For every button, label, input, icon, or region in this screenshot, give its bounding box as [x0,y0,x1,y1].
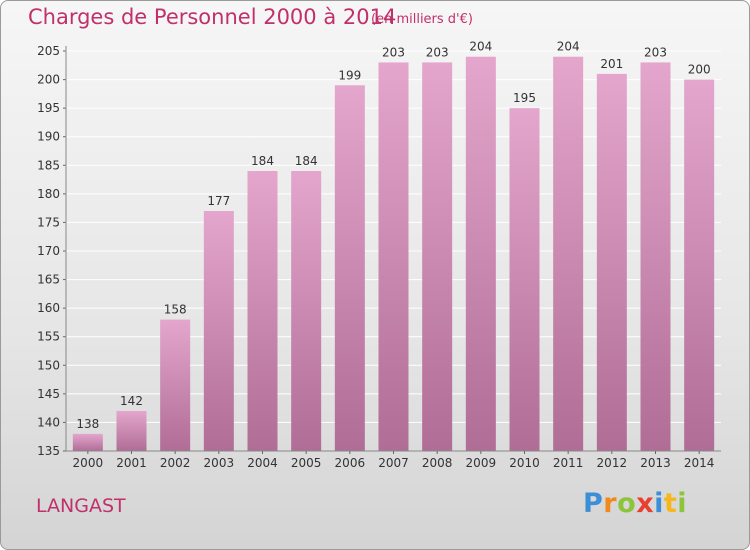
logo-letter: x [636,488,655,519]
commune-name: LANGAST [36,495,126,517]
y-tick-label: 190 [37,130,60,144]
y-tick-label: 195 [37,101,60,115]
y-tick-label: 165 [37,273,60,287]
bar [684,79,715,452]
x-tick-label: 2005 [291,456,322,470]
data-label: 203 [426,45,449,59]
chart-subtitle: (en milliers d'€) [371,12,473,27]
x-tick-label: 2006 [335,456,366,470]
bar [596,73,627,451]
logo-letter: r [603,488,618,519]
bar [291,171,322,451]
x-tick-label: 2002 [160,456,191,470]
bar [247,171,278,451]
x-tick-label: 2003 [204,456,235,470]
chart-title: Charges de Personnel 2000 à 2014 [28,5,397,29]
y-tick-label: 200 [37,73,60,87]
data-label: 184 [295,154,318,168]
data-label: 138 [76,417,99,431]
y-tick-label: 170 [37,244,60,258]
x-tick-label: 2007 [378,456,409,470]
x-tick-label: 2008 [422,456,453,470]
data-label: 195 [513,91,536,105]
x-tick-label: 2010 [509,456,540,470]
y-tick-label: 185 [37,158,60,172]
data-label: 177 [207,194,230,208]
y-tick-label: 180 [37,187,60,201]
logo-letter: t [663,488,678,519]
logo-letter: P [583,488,604,519]
bar [160,319,191,451]
proxiti-logo[interactable]: Proxiti [583,488,687,519]
y-tick-label: 175 [37,215,60,229]
data-label: 200 [688,63,711,77]
bar [422,62,453,452]
x-tick-label: 2004 [247,456,278,470]
data-label: 204 [557,40,580,54]
data-label: 203 [644,45,667,59]
bar [334,85,365,452]
bar [116,411,147,451]
data-label: 142 [120,394,143,408]
bar [72,433,103,451]
logo-letter: i [654,488,664,519]
logo-letter: o [617,488,637,519]
data-label: 199 [338,68,361,82]
bar [509,108,540,452]
x-tick-label: 2011 [553,456,584,470]
y-tick-label: 145 [37,387,60,401]
bar [203,211,234,451]
bar [465,56,496,451]
x-tick-label: 2001 [116,456,147,470]
logo-letter: i [677,488,688,519]
y-tick-label: 155 [37,330,60,344]
bar [378,62,409,452]
x-tick-label: 2009 [466,456,497,470]
y-tick-label: 150 [37,358,60,372]
x-tick-label: 2014 [684,456,715,470]
data-label: 201 [600,57,623,71]
y-tick-label: 140 [37,415,60,429]
y-tick-label: 205 [37,44,60,58]
data-label: 204 [469,40,492,54]
y-tick-label: 160 [37,301,60,315]
x-tick-label: 2000 [73,456,104,470]
x-tick-label: 2013 [640,456,671,470]
data-label: 184 [251,154,274,168]
bar [640,62,671,452]
data-label: 203 [382,45,405,59]
data-label: 158 [164,303,187,317]
y-tick-label: 135 [37,444,60,458]
bar [553,56,584,451]
x-tick-label: 2012 [597,456,628,470]
